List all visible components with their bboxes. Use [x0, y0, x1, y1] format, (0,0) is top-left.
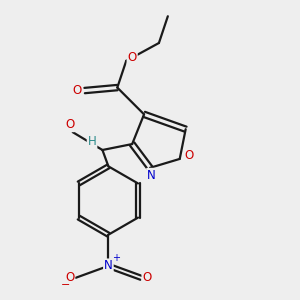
Text: +: +: [112, 254, 120, 263]
Text: O: O: [128, 51, 137, 64]
Text: O: O: [142, 271, 152, 284]
Text: −: −: [61, 280, 70, 290]
Text: O: O: [73, 84, 82, 97]
Text: O: O: [65, 118, 74, 131]
Text: O: O: [65, 271, 74, 284]
Text: O: O: [184, 149, 193, 162]
Text: H: H: [88, 135, 96, 148]
Text: N: N: [104, 260, 113, 272]
Text: N: N: [147, 169, 156, 182]
